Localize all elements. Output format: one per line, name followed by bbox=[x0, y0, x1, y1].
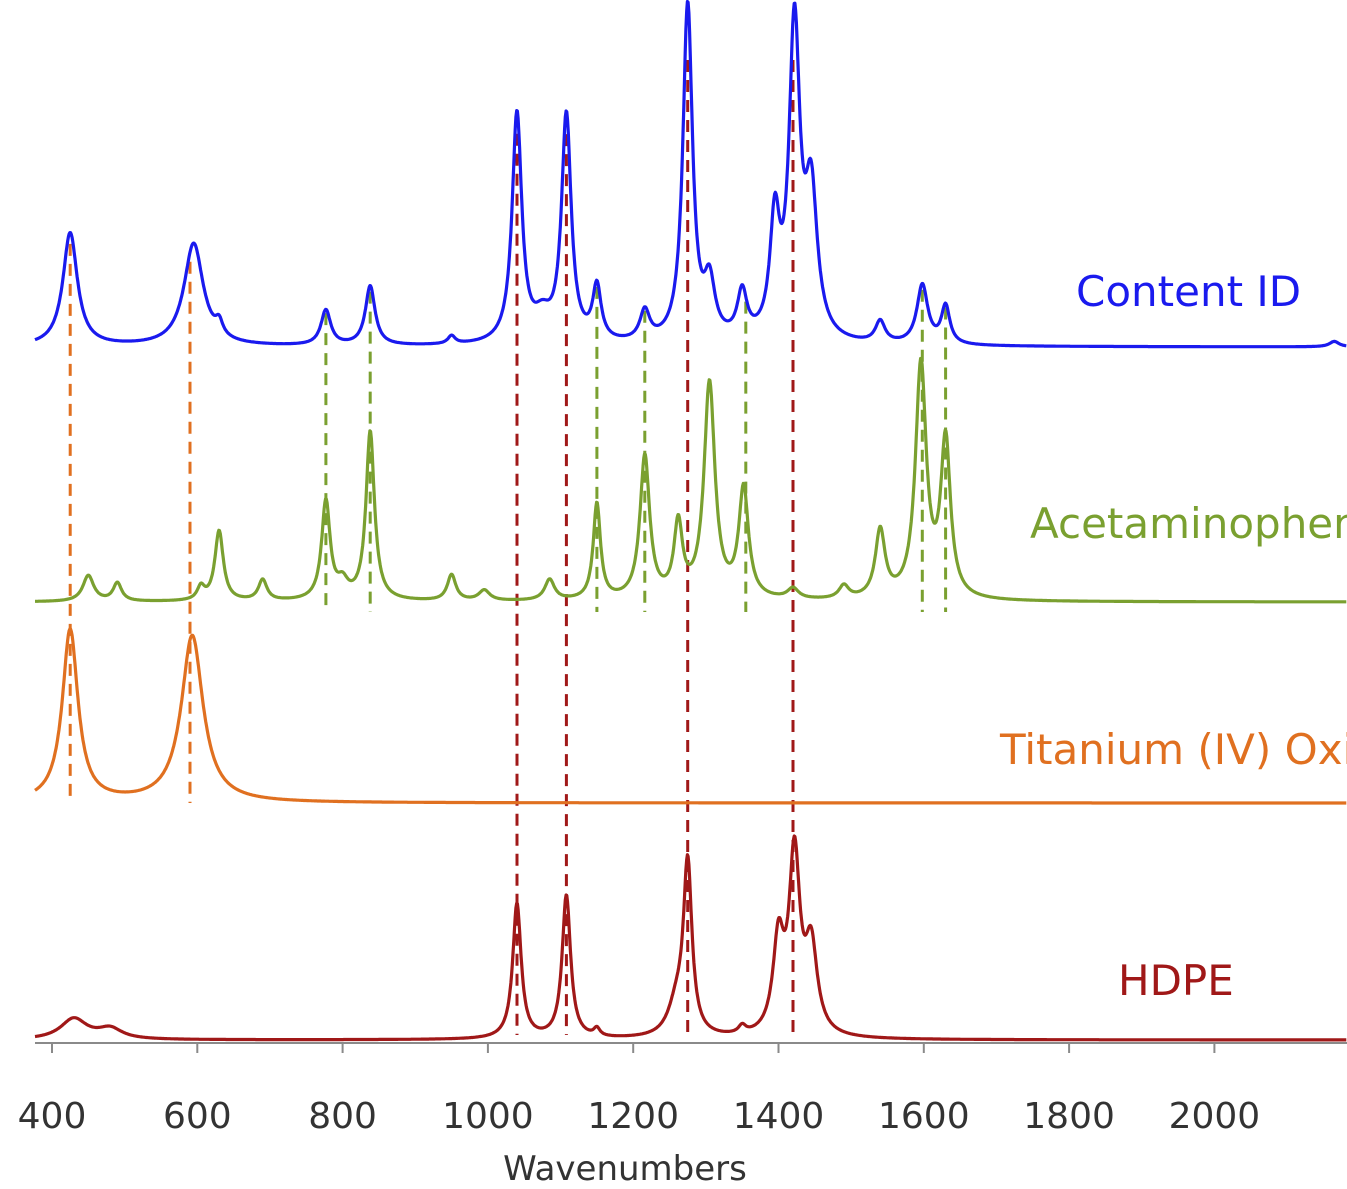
series-line-hdpe bbox=[34, 834, 1347, 1042]
x-tick-label-400: 400 bbox=[18, 1096, 87, 1137]
x-axis-title: Wavenumbers bbox=[503, 1149, 747, 1189]
series-line-titanium-oxide bbox=[34, 627, 1347, 805]
series-line-acetaminophen bbox=[34, 356, 1347, 604]
x-tick-label-600: 600 bbox=[163, 1096, 232, 1137]
series-label-content-id: Content ID bbox=[1076, 267, 1301, 316]
peak-markers bbox=[68, 60, 948, 1035]
series-label-titanium-oxide: Titanium (IV) Oxide bbox=[999, 725, 1347, 774]
x-axis-ticks: 400 600 800 1000 1200 1400 1600 1800 2000 bbox=[18, 1043, 1261, 1137]
x-tick-label-1800: 1800 bbox=[1023, 1096, 1115, 1137]
x-tick-label-1600: 1600 bbox=[878, 1096, 970, 1137]
x-tick-label-800: 800 bbox=[308, 1096, 377, 1137]
x-tick-label-2000: 2000 bbox=[1169, 1096, 1261, 1137]
series-line-content-id bbox=[34, 0, 1347, 349]
series-label-hdpe: HDPE bbox=[1118, 956, 1234, 1005]
x-tick-label-1000: 1000 bbox=[442, 1096, 534, 1137]
series-label-acetaminophen: Acetaminophen bbox=[1030, 499, 1347, 548]
spectrum-lines bbox=[34, 0, 1347, 1042]
x-tick-label-1200: 1200 bbox=[587, 1096, 679, 1137]
x-tick-label-1400: 1400 bbox=[733, 1096, 825, 1137]
